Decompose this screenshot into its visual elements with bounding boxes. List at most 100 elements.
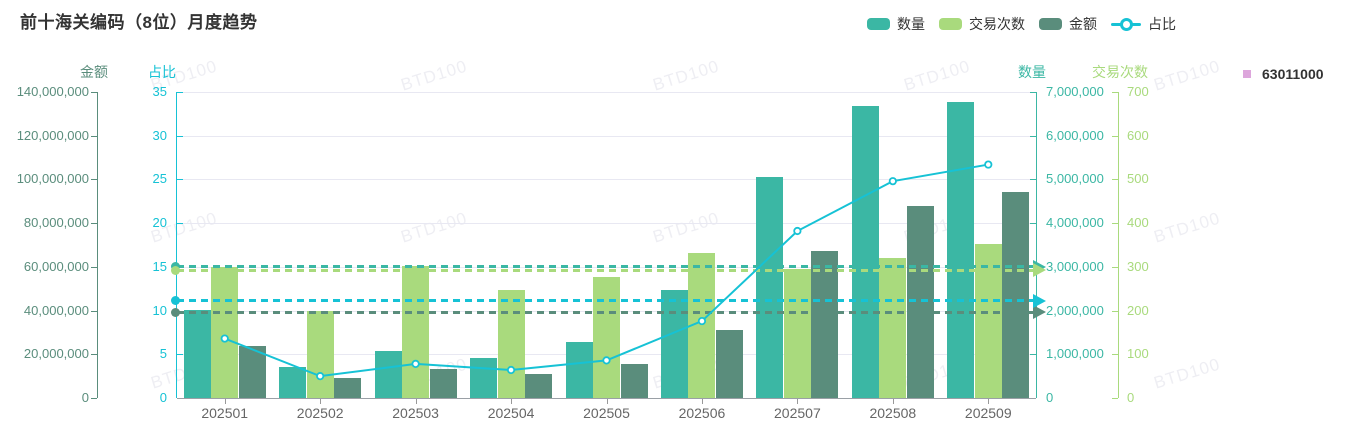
y-axis-tick: [1111, 179, 1118, 181]
bar-交易次数-202502[interactable]: [306, 311, 334, 398]
y-axis-title-amount: 金额: [80, 64, 108, 80]
bar-数量-202501[interactable]: [183, 310, 211, 398]
bar-金额-202504[interactable]: [525, 373, 553, 398]
y-axis-label-amount: 20,000,000: [23, 346, 89, 362]
legend-bar-swatch-icon: [1039, 18, 1062, 30]
x-axis-label-202503: 202503: [392, 405, 439, 421]
bar-交易次数-202503[interactable]: [402, 265, 430, 398]
legend-bar-swatch-icon: [867, 18, 890, 30]
legend-label: 交易次数: [969, 16, 1025, 32]
markline-arrow-金额: [1033, 305, 1046, 320]
x-axis-tick: [892, 399, 894, 404]
legend-item-数量[interactable]: 数量: [867, 14, 925, 34]
legend-label: 数量: [897, 16, 925, 32]
bar-数量-202502[interactable]: [279, 367, 307, 398]
y-axis-tick: [1111, 354, 1118, 356]
markline-average-交易次数: [177, 268, 1036, 272]
bar-交易次数-202508[interactable]: [879, 258, 907, 398]
bar-金额-202505[interactable]: [620, 364, 648, 398]
bar-金额-202506[interactable]: [715, 330, 743, 398]
y-axis-label-amount: 120,000,000: [16, 127, 89, 143]
y-axis-line-ratio: [175, 92, 177, 398]
bar-数量-202504[interactable]: [470, 358, 498, 398]
x-axis-label-202507: 202507: [774, 405, 821, 421]
legend-line-marker-icon: [1111, 17, 1141, 31]
bar-数量-202508[interactable]: [851, 105, 879, 398]
y-axis-label-quantity: 1,000,000: [1046, 346, 1104, 362]
y-axis-label-quantity: 7,000,000: [1046, 84, 1104, 99]
y-axis-label-quantity: 5,000,000: [1046, 171, 1104, 187]
y-axis-tick: [176, 135, 183, 137]
bar-数量-202507[interactable]: [756, 176, 784, 398]
bar-数量-202503[interactable]: [374, 351, 402, 398]
y-axis-line-quantity: [1036, 92, 1037, 398]
bar-金额-202503[interactable]: [429, 368, 457, 398]
x-axis-tick: [511, 399, 513, 404]
legend-label: 占比: [1148, 16, 1176, 32]
x-axis-label-202504: 202504: [487, 405, 535, 421]
bar-数量-202509[interactable]: [947, 101, 975, 398]
y-axis-tick: [176, 92, 183, 93]
y-axis-label-transactions: 700: [1127, 84, 1149, 99]
x-axis-label-202506: 202506: [678, 405, 726, 421]
ratio-point-202509[interactable]: [984, 160, 993, 169]
legend-item-交易次数[interactable]: 交易次数: [939, 14, 1025, 34]
bar-交易次数-202506[interactable]: [688, 252, 716, 398]
legend-bar-swatch-icon: [939, 18, 962, 30]
x-axis-label-202509: 202509: [964, 405, 1012, 421]
bar-金额-202502[interactable]: [334, 378, 362, 398]
bar-交易次数-202501[interactable]: [211, 266, 239, 398]
x-axis-label-202505: 202505: [583, 405, 630, 421]
y-axis-tick: [91, 398, 97, 399]
watermark: BTD100: [650, 56, 722, 95]
y-axis-label-transactions: 100: [1127, 346, 1149, 362]
watermark: BTD100: [1151, 56, 1223, 95]
watermark: BTD100: [650, 208, 722, 247]
y-axis-line-amount: [97, 92, 98, 398]
y-axis-label-quantity: 6,000,000: [1046, 127, 1104, 143]
y-axis-label-ratio: 25: [152, 171, 167, 187]
y-axis-label-ratio: 5: [159, 346, 167, 362]
y-axis-tick: [91, 179, 97, 181]
x-axis-label-202508: 202508: [869, 405, 917, 421]
watermark: BTD100: [1151, 208, 1223, 247]
y-axis-tick: [91, 310, 97, 312]
y-axis-label-ratio: 20: [152, 215, 167, 231]
side-legend-63011000[interactable]: 63011000: [1243, 66, 1324, 82]
y-axis-title-ratio: 占比: [148, 64, 176, 80]
y-axis-label-amount: 140,000,000: [16, 84, 89, 99]
bar-金额-202507[interactable]: [811, 251, 839, 398]
y-axis-tick: [91, 223, 97, 225]
bar-数量-202505[interactable]: [565, 342, 593, 398]
bar-交易次数-202505[interactable]: [593, 277, 620, 398]
side-legend-label: 63011000: [1262, 66, 1324, 82]
bar-交易次数-202504[interactable]: [497, 289, 525, 398]
ratio-point-202507[interactable]: [793, 226, 802, 236]
legend-ring-icon: [1120, 18, 1133, 31]
gridline: [177, 179, 1036, 181]
y-axis-line-transactions: [1117, 92, 1119, 398]
x-axis-label-202501: 202501: [201, 405, 249, 421]
legend-item-占比[interactable]: 占比: [1111, 14, 1176, 34]
bar-金额-202501[interactable]: [238, 346, 266, 398]
gridline: [177, 92, 1036, 93]
y-axis-tick: [1111, 223, 1118, 225]
bar-数量-202506[interactable]: [660, 290, 688, 398]
y-axis-tick: [1030, 92, 1036, 93]
markline-arrow-交易次数: [1033, 263, 1046, 278]
bar-交易次数-202507[interactable]: [783, 269, 811, 398]
x-axis-label-202502: 202502: [296, 405, 344, 421]
chart-title: 前十海关编码（8位）月度趋势: [20, 13, 258, 32]
watermark: BTD100: [1151, 354, 1223, 393]
legend-item-金额[interactable]: 金额: [1039, 14, 1097, 34]
y-axis-label-amount: 0: [81, 390, 89, 405]
markline-arrow-占比: [1033, 293, 1046, 308]
y-axis-tick: [91, 135, 97, 137]
x-axis-line: [177, 398, 1036, 399]
y-axis-tick: [91, 354, 97, 356]
bar-金额-202509[interactable]: [1002, 191, 1030, 398]
y-axis-label-ratio: 10: [152, 302, 167, 318]
y-axis-label-transactions: 600: [1127, 127, 1149, 143]
x-axis-tick: [701, 399, 703, 404]
